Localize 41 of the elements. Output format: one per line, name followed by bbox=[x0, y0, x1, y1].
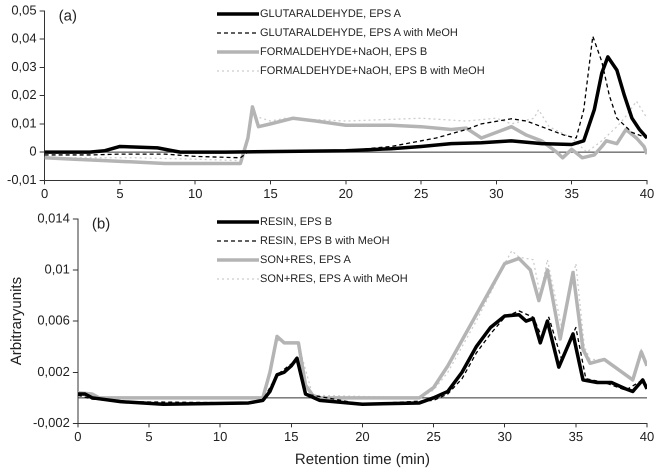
x-tick-label: 5 bbox=[145, 428, 153, 444]
y-tick-label: 0,002 bbox=[37, 364, 70, 379]
y-tick-label: 0,02 bbox=[11, 87, 37, 102]
x-tick-label: 40 bbox=[640, 186, 654, 201]
x-tick-label: 20 bbox=[355, 428, 370, 444]
legend-label: FORMALDEHYDE+NaOH, EPS B with MeOH bbox=[260, 64, 485, 76]
x-tick-label: 5 bbox=[116, 186, 124, 201]
y-tick-label: 0,006 bbox=[37, 312, 70, 328]
legend-label: RESIN, EPS B bbox=[260, 216, 332, 228]
legend-label: GLUTARALDEHYDE, EPS A with MeOH bbox=[260, 26, 458, 38]
y-tick-label: -0,01 bbox=[6, 172, 37, 187]
chart-title: (a) bbox=[58, 7, 77, 24]
y-axis-title: Arbitraryunits bbox=[8, 276, 26, 366]
y-tick-label: 0 bbox=[29, 144, 37, 159]
x-tick-label: 25 bbox=[414, 186, 428, 201]
legend-label: FORMALDEHYDE+NaOH, EPS B bbox=[260, 46, 428, 58]
y-tick-label: 0,01 bbox=[11, 115, 37, 130]
x-tick-label: 30 bbox=[497, 428, 512, 444]
y-tick-label: 0,05 bbox=[11, 2, 37, 18]
y-tick-label: 0,01 bbox=[44, 262, 70, 277]
x-tick-label: 10 bbox=[188, 186, 202, 201]
legend-label: SON+RES, EPS A bbox=[260, 254, 351, 266]
x-tick-label: 15 bbox=[263, 186, 278, 201]
chart-title: (b) bbox=[92, 215, 110, 232]
x-tick-label: 25 bbox=[426, 428, 441, 444]
x-tick-label: 30 bbox=[489, 186, 504, 201]
y-tick-label: -0,002 bbox=[32, 414, 70, 430]
x-tick-label: 40 bbox=[640, 428, 654, 444]
y-tick-label: 0,04 bbox=[11, 30, 37, 46]
x-tick-label: 35 bbox=[568, 428, 584, 444]
x-tick-label: 15 bbox=[284, 428, 299, 444]
x-tick-label: 35 bbox=[564, 186, 579, 201]
x-axis-title: Retention time (min) bbox=[294, 451, 430, 468]
legend-label: RESIN, EPS B with MeOH bbox=[260, 234, 390, 246]
x-tick-label: 10 bbox=[212, 428, 228, 444]
y-tick-label: 0,03 bbox=[11, 58, 37, 74]
legend-label: SON+RES, EPS A with MeOH bbox=[260, 272, 408, 284]
y-tick-label: 0,014 bbox=[37, 210, 70, 226]
legend-label: GLUTARALDEHYDE, EPS A bbox=[260, 8, 402, 20]
x-tick-label: 20 bbox=[338, 186, 354, 201]
x-tick-label: 0 bbox=[74, 428, 82, 444]
